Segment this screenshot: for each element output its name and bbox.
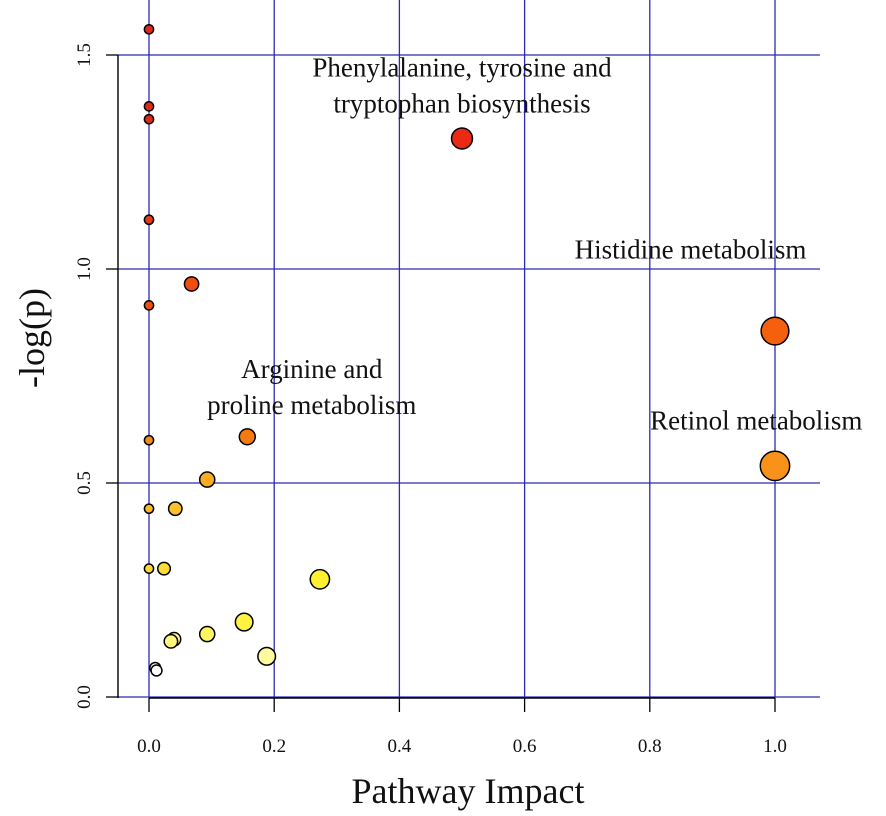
- x-tick-label-5: 1.0: [763, 736, 787, 757]
- x-tick-label-0: 0.0: [137, 736, 161, 757]
- grid-lines: [118, 0, 820, 698]
- x-tick-label-4: 0.8: [638, 736, 662, 757]
- x-tick-label-1: 0.2: [262, 736, 286, 757]
- data-point-8: [238, 428, 256, 446]
- data-point-6: [143, 300, 155, 311]
- data-point-0: [143, 23, 155, 35]
- data-point-9: [143, 434, 155, 446]
- data-point-13: [167, 501, 183, 517]
- annotation-2-line-0: Arginine and: [241, 354, 383, 384]
- data-point-12: [143, 503, 155, 515]
- data-point-18: [198, 625, 216, 643]
- annotation-3: Retinol metabolism: [650, 406, 862, 436]
- data-point-17: [234, 612, 254, 632]
- x-axis-title: Pathway Impact: [352, 771, 585, 811]
- annotation-0-line-1: tryptophan biosynthesis: [333, 88, 590, 118]
- data-point-20: [163, 633, 179, 649]
- data-point-4: [143, 214, 155, 226]
- data-point-3: [450, 127, 474, 150]
- y-axis-title: -log(p): [12, 288, 52, 388]
- annotation-1: Histidine metabolism: [575, 234, 807, 264]
- y-tick-label-2: 1.0: [74, 257, 95, 281]
- data-point-23: [150, 664, 163, 677]
- axes: 0.0 0.2 0.4 0.6 0.8 1.0 0.0 0.5 1.0 1.5: [74, 43, 787, 757]
- x-tick-label-3: 0.6: [513, 736, 537, 757]
- data-point-10: [759, 450, 791, 482]
- data-point-2: [143, 113, 155, 125]
- data-point-7: [760, 316, 790, 346]
- data-point-11: [198, 471, 216, 488]
- annotation-1-line-0: Histidine metabolism: [575, 234, 807, 264]
- data-point-1: [143, 101, 155, 112]
- data-point-15: [156, 561, 172, 576]
- data-point-16: [309, 568, 331, 590]
- annotation-3-line-0: Retinol metabolism: [650, 406, 862, 436]
- y-tick-label-0: 0.0: [74, 685, 95, 709]
- annotation-2-line-1: proline metabolism: [207, 390, 416, 420]
- data-point-14: [143, 563, 155, 574]
- annotation-0-line-0: Phenylalanine, tyrosine and: [312, 52, 612, 82]
- data-point-5: [183, 276, 200, 292]
- y-tick-label-3: 1.5: [74, 43, 95, 67]
- annotation-0: Phenylalanine, tyrosine and tryptophan bi…: [312, 52, 612, 118]
- point-annotations: Phenylalanine, tyrosine and tryptophan bi…: [207, 52, 862, 435]
- data-point-21: [257, 646, 277, 666]
- x-tick-label-2: 0.4: [388, 736, 412, 757]
- y-tick-label-1: 0.5: [74, 471, 95, 495]
- annotation-2: Arginine and proline metabolism: [207, 354, 416, 420]
- data-points: [143, 23, 791, 677]
